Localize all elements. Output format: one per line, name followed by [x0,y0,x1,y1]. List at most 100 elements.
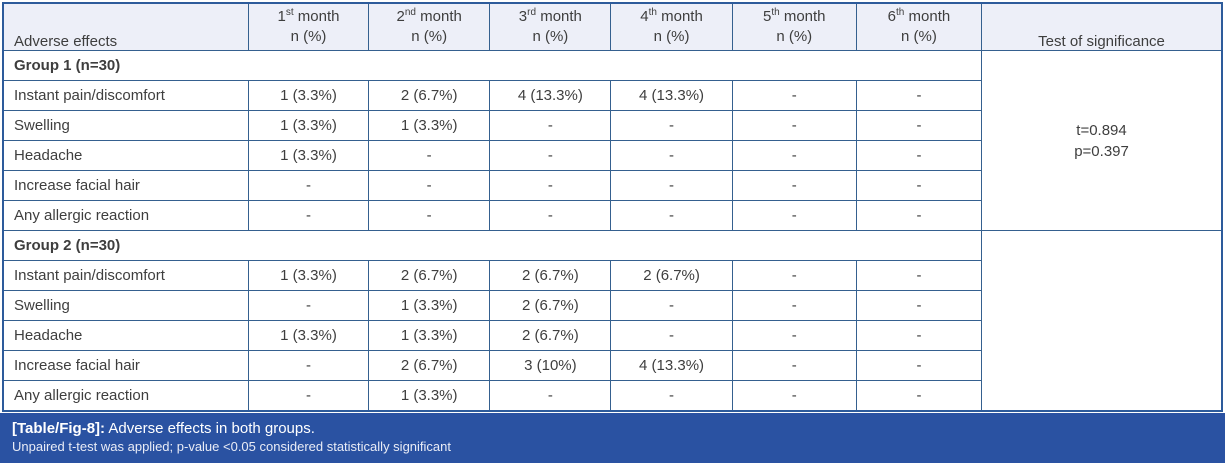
cell-month-4: - [610,290,733,321]
caption-title-text: Adverse effects in both groups. [105,420,315,437]
month-5-label: 5th month [762,7,826,26]
cell-month-6: - [855,200,983,231]
n-percent-label: n (%) [290,28,327,45]
cell-month-6: - [855,110,983,141]
cell-month-4: - [610,110,733,141]
adverse-effects-table: Adverse effects 1st month n (%) 2nd mont… [2,2,1223,412]
cell-month-4: 4 (13.3%) [610,350,733,381]
cell-month-5: - [731,320,857,351]
cell-month-3: - [489,140,612,171]
n-percent-label: n (%) [411,28,448,45]
table-row: Headache 1 (3.3%) - - - - - [2,140,1222,171]
cell-month-6: - [855,140,983,171]
month-6-label: 6th month [887,7,951,26]
cell-month-1: 1 (3.3%) [247,260,370,291]
n-percent-label: n (%) [532,28,569,45]
t-value: t=0.894 [1076,121,1127,139]
cell-month-5: - [731,290,857,321]
cell-month-5: - [731,80,857,111]
column-header-month-4: 4th month n (%) [610,2,733,51]
p-value: p=0.397 [1074,142,1129,160]
caption-note: Unpaired t-test was applied; p-value <0.… [12,439,451,454]
cell-month-1: 1 (3.3%) [247,110,370,141]
month-1-label: 1st month [277,7,340,26]
cell-month-4: - [610,200,733,231]
cell-month-6: - [855,260,983,291]
column-header-month-6: 6th month n (%) [855,2,983,51]
n-percent-label: n (%) [776,28,813,45]
cell-month-4: - [610,380,733,412]
cell-month-4: 2 (6.7%) [610,260,733,291]
cell-month-3: 2 (6.7%) [489,290,612,321]
row-label: Instant pain/discomfort [2,260,249,291]
row-label: Headache [2,140,249,171]
cell-month-2: - [368,170,491,201]
cell-month-3: - [489,170,612,201]
table-figure: Adverse effects 1st month n (%) 2nd mont… [0,2,1225,463]
row-label: Instant pain/discomfort [2,80,249,111]
table-row: Swelling - 1 (3.3%) 2 (6.7%) - - - [2,290,1222,321]
cell-month-4: - [610,170,733,201]
cell-month-5: - [731,170,857,201]
cell-month-5: - [731,140,857,171]
column-header-month-2: 2nd month n (%) [368,2,491,51]
row-label: Increase facial hair [2,170,249,201]
row-label: Headache [2,320,249,351]
cell-month-4: 4 (13.3%) [610,80,733,111]
cell-month-5: - [731,110,857,141]
cell-month-1: - [247,290,370,321]
month-2-label: 2nd month [396,7,462,26]
cell-month-6: - [855,290,983,321]
cell-month-2: - [368,140,491,171]
cell-month-3: 2 (6.7%) [489,260,612,291]
group-1-title: Group 1 (n=30) [2,50,983,81]
month-3-label: 3rd month [518,7,582,26]
cell-month-4: - [610,140,733,171]
row-label: Swelling [2,110,249,141]
group-2-header-row: Group 2 (n=30) [2,230,1223,412]
cell-month-1: 1 (3.3%) [247,320,370,351]
cell-month-2: 1 (3.3%) [368,320,491,351]
cell-month-1: - [247,350,370,381]
cell-month-6: - [855,350,983,381]
cell-month-5: - [731,350,857,381]
row-label: Increase facial hair [2,350,249,381]
cell-month-2: 1 (3.3%) [368,290,491,321]
cell-month-3: - [489,380,612,412]
cell-month-6: - [855,170,983,201]
cell-month-3: 4 (13.3%) [489,80,612,111]
cell-month-4: - [610,320,733,351]
cell-month-3: - [489,110,612,141]
cell-month-5: - [731,260,857,291]
cell-month-1: - [247,200,370,231]
table-header-row: Adverse effects 1st month n (%) 2nd mont… [2,2,1223,51]
row-label: Any allergic reaction [2,200,249,231]
column-header-adverse-effects: Adverse effects [2,2,249,51]
row-label: Any allergic reaction [2,380,249,412]
column-header-month-1: 1st month n (%) [247,2,370,51]
cell-month-5: - [731,380,857,412]
cell-month-6: - [855,320,983,351]
group-1-test-of-significance-cell: t=0.894 p=0.397 [981,50,1223,231]
group-2-test-of-significance-cell [981,230,1223,412]
cell-month-3: 2 (6.7%) [489,320,612,351]
row-label: Swelling [2,290,249,321]
cell-month-1: 1 (3.3%) [247,140,370,171]
cell-month-6: - [855,80,983,111]
month-4-label: 4th month [640,7,703,26]
cell-month-1: 1 (3.3%) [247,80,370,111]
table-row: Any allergic reaction - 1 (3.3%) - - - - [2,380,1222,412]
table-row: Instant pain/discomfort 1 (3.3%) 2 (6.7%… [2,80,1222,111]
group-1-header-row: Group 1 (n=30) t=0.894 p=0.397 [2,50,1223,231]
n-percent-label: n (%) [653,28,690,45]
cell-month-6: - [855,380,983,412]
cell-month-2: 2 (6.7%) [368,80,491,111]
caption-bar: [Table/Fig-8]: Adverse effects in both g… [0,413,1225,463]
figure-tag: [Table/Fig-8]: [12,420,106,437]
n-percent-label: n (%) [901,28,937,45]
caption-title: [Table/Fig-8]: Adverse effects in both g… [12,419,1213,439]
cell-month-2: 1 (3.3%) [368,110,491,141]
cell-month-3: - [489,200,612,231]
cell-month-5: - [731,200,857,231]
cell-month-1: - [247,380,370,412]
